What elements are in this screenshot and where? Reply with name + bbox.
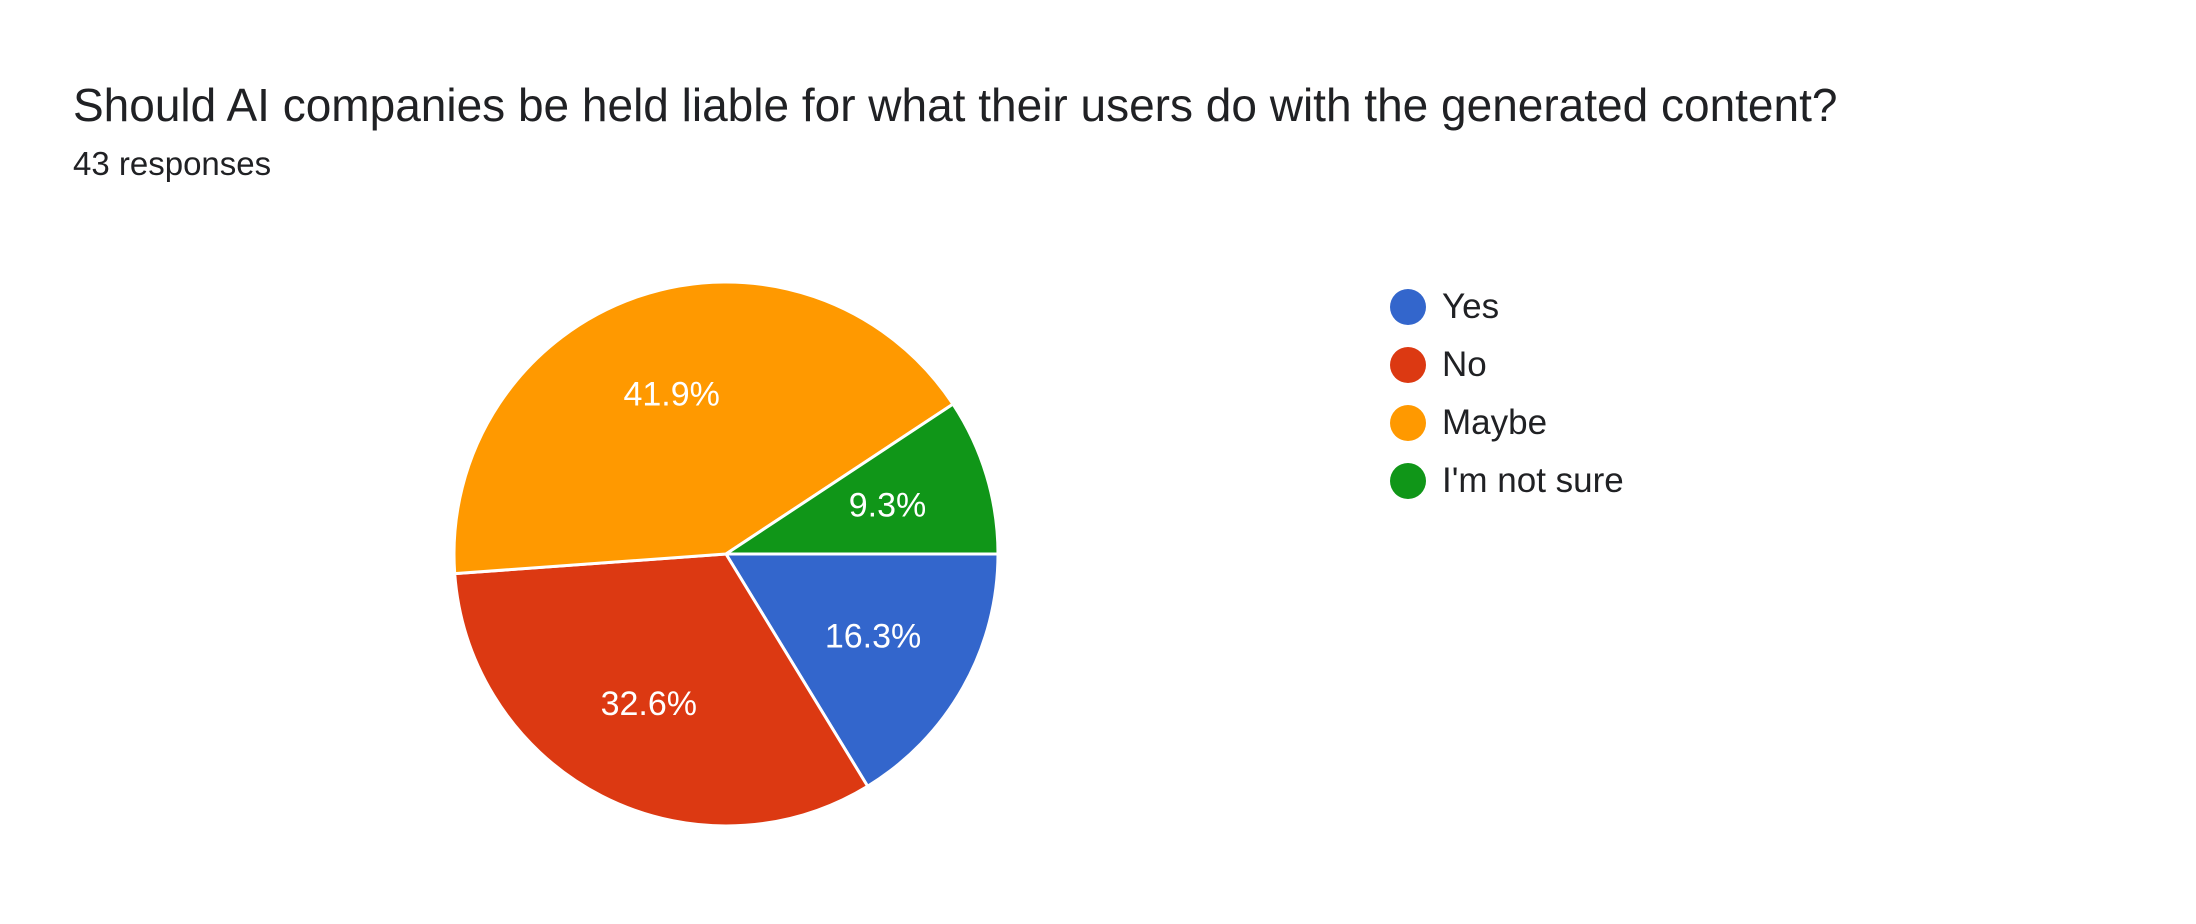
slice-percent-label: 16.3% xyxy=(825,618,921,656)
legend-swatch xyxy=(1390,405,1426,441)
legend-label: Yes xyxy=(1442,287,1500,326)
legend-item[interactable]: Yes xyxy=(1390,278,1624,336)
legend-label: I'm not sure xyxy=(1442,461,1624,500)
slice-percent-label: 41.9% xyxy=(623,375,719,413)
pie-slice-maybe[interactable] xyxy=(452,280,955,576)
legend-item[interactable]: No xyxy=(1390,336,1624,394)
legend-item[interactable]: Maybe xyxy=(1390,394,1624,452)
legend-item[interactable]: I'm not sure xyxy=(1390,452,1624,510)
chart-legend: Yes No Maybe I'm not sure xyxy=(1390,278,1624,510)
legend-swatch xyxy=(1390,463,1426,499)
pie-slice-yes[interactable] xyxy=(724,552,1000,788)
question-title: Should AI companies be held liable for w… xyxy=(73,79,1838,131)
legend-swatch xyxy=(1390,289,1426,325)
slice-percent-label: 9.3% xyxy=(849,486,927,524)
response-count: 43 responses xyxy=(73,145,272,182)
legend-label: Maybe xyxy=(1442,403,1548,442)
legend-swatch xyxy=(1390,347,1426,383)
pie-slices xyxy=(452,280,1000,828)
pie-slice-i-m-not-sure[interactable] xyxy=(724,402,1000,556)
legend-label: No xyxy=(1442,345,1487,384)
pie-slice-no[interactable] xyxy=(453,552,870,828)
chart-header: Should AI companies be held liable for w… xyxy=(73,74,1837,186)
pie-slice-labels: 16.3% 32.6% 41.9% 9.3% xyxy=(601,375,927,723)
slice-percent-label: 32.6% xyxy=(601,685,697,723)
